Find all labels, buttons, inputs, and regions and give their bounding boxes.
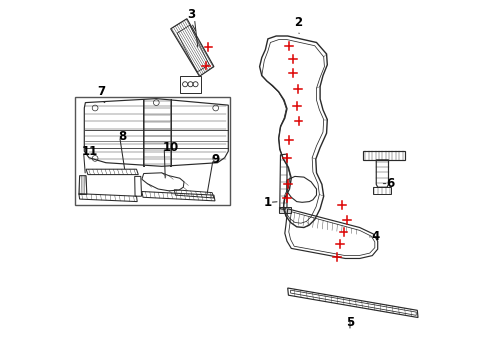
Text: 4: 4 — [370, 230, 379, 243]
Text: 7: 7 — [97, 85, 105, 98]
Text: 6: 6 — [386, 177, 394, 190]
Text: 9: 9 — [211, 153, 219, 166]
Text: 8: 8 — [118, 130, 126, 143]
Text: 10: 10 — [162, 141, 178, 154]
Text: 3: 3 — [187, 8, 195, 21]
Text: 11: 11 — [81, 145, 98, 158]
Text: 5: 5 — [345, 316, 353, 329]
Text: 1: 1 — [263, 196, 271, 209]
Text: 2: 2 — [293, 16, 301, 29]
Bar — [75, 97, 230, 205]
